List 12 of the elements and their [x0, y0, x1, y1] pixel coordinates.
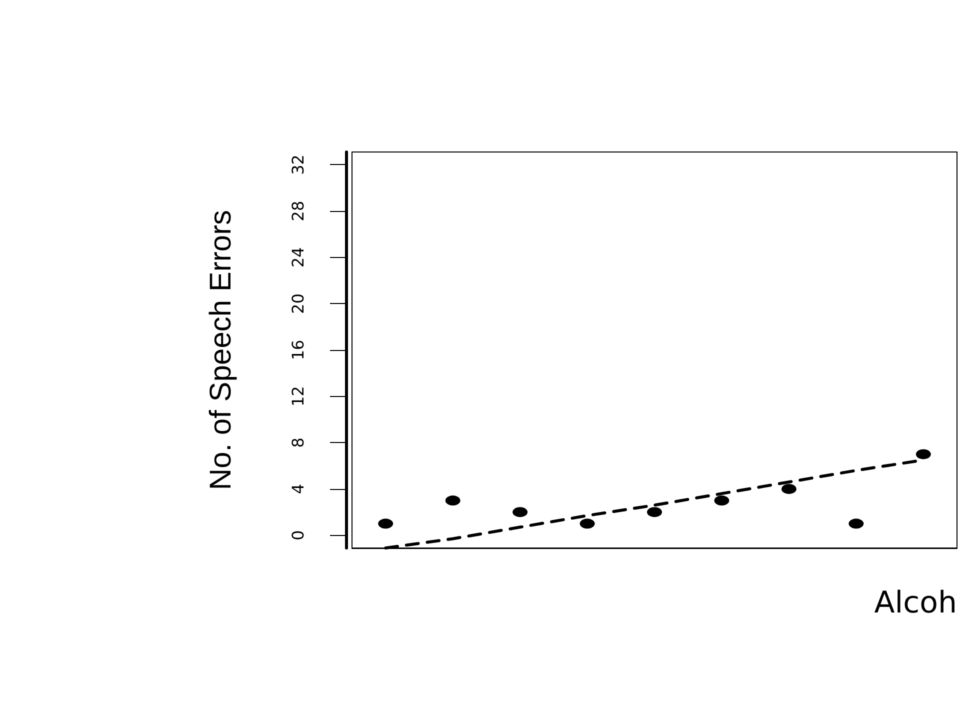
y-tick-label: 4: [288, 484, 308, 494]
y-tick-label: 12: [288, 386, 308, 406]
y-tick-label: 24: [288, 247, 308, 268]
y-axis-title: No. of Speech Errors: [204, 210, 238, 490]
point: [647, 507, 662, 518]
y-tick-label: 0: [288, 530, 308, 540]
y-tick-label: 8: [288, 438, 308, 448]
y-tick-label: 20: [288, 294, 308, 314]
y-tick-label: 16: [288, 340, 308, 360]
y-tick-label: 28: [288, 200, 308, 222]
y-tick-label: 32: [288, 154, 308, 175]
x-axis-title: Alcoh: [874, 586, 957, 620]
